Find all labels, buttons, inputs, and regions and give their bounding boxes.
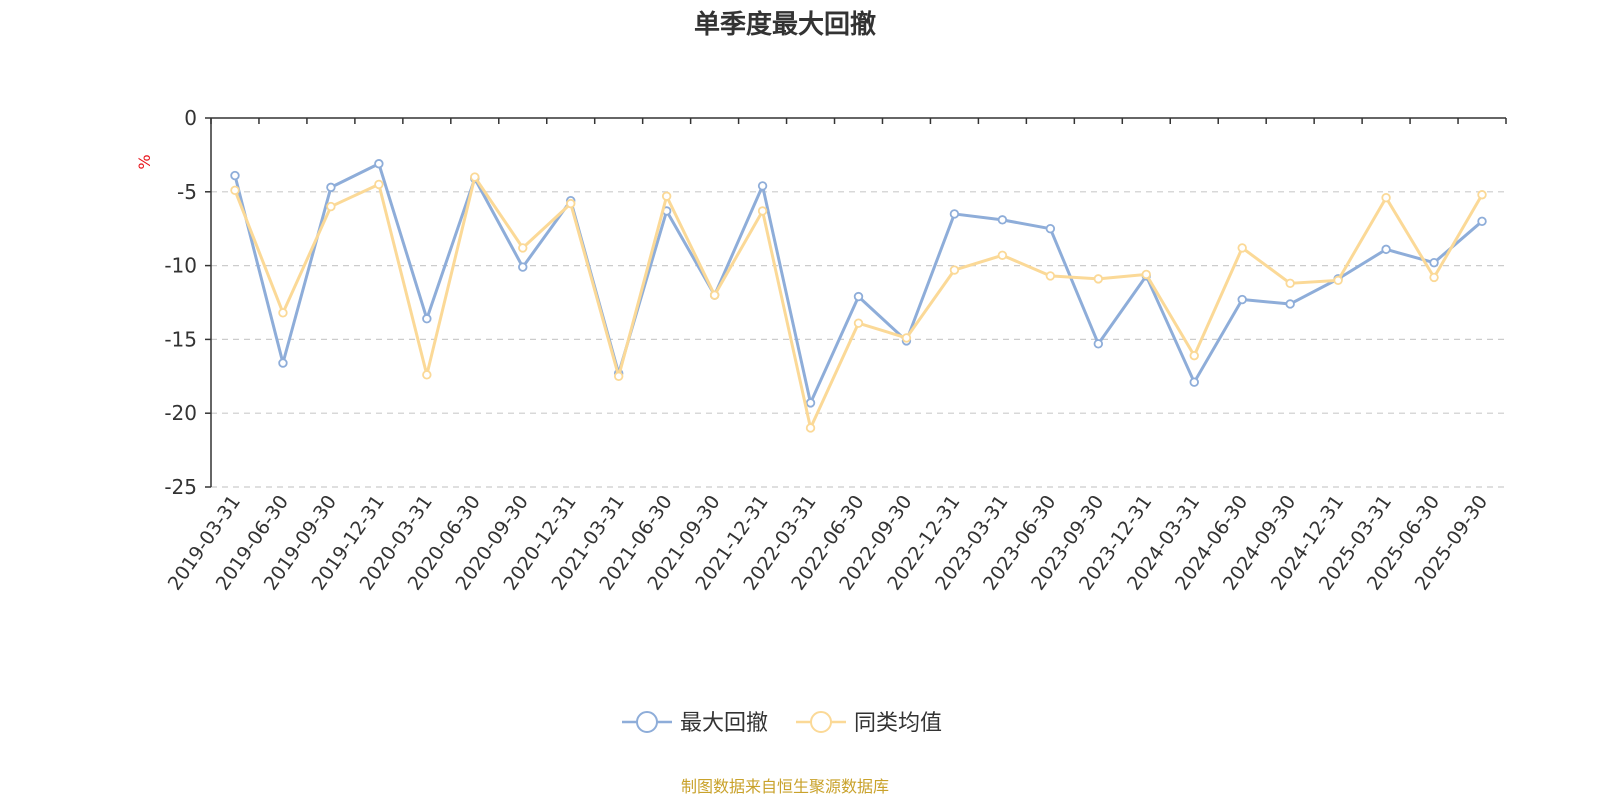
data-point[interactable] — [997, 250, 1008, 260]
y-tick-label: -25 — [164, 475, 197, 499]
data-point[interactable] — [997, 215, 1008, 225]
x-tick-labels: 2019-03-312019-06-302019-09-302019-12-31… — [164, 491, 1492, 594]
data-point[interactable] — [1237, 294, 1247, 305]
axes — [205, 117, 1507, 488]
data-point[interactable] — [422, 370, 432, 380]
y-tick-label: -5 — [177, 180, 197, 204]
data-point[interactable] — [1285, 299, 1295, 309]
chart-title: 单季度最大回撤 — [694, 9, 876, 40]
data-point[interactable] — [326, 201, 336, 212]
y-tick-label: -15 — [164, 327, 197, 351]
legend-marker — [636, 711, 658, 733]
y-tick-label: -10 — [164, 254, 197, 278]
legend-item[interactable]: 同类均值 — [796, 711, 942, 736]
data-point[interactable] — [518, 243, 528, 253]
legend-marker — [810, 711, 832, 733]
data-point[interactable] — [757, 206, 768, 216]
data-point[interactable] — [230, 185, 240, 196]
data-point[interactable] — [326, 182, 336, 193]
data-point[interactable] — [1093, 274, 1104, 284]
data-point[interactable] — [1189, 377, 1199, 387]
data-point[interactable] — [278, 308, 288, 318]
data-point[interactable] — [1429, 272, 1439, 283]
data-point[interactable] — [853, 318, 864, 328]
data-point[interactable] — [805, 423, 816, 433]
data-point[interactable] — [1477, 216, 1487, 227]
data-point[interactable] — [1045, 271, 1056, 281]
data-point[interactable] — [518, 262, 528, 272]
data-point[interactable] — [278, 358, 288, 368]
series-layer — [230, 159, 1487, 433]
data-point[interactable] — [661, 191, 672, 201]
data-point[interactable] — [709, 290, 720, 300]
legend-label: 最大回撤 — [680, 711, 768, 736]
data-point[interactable] — [949, 265, 960, 275]
data-point[interactable] — [374, 159, 384, 169]
data-point[interactable] — [901, 333, 912, 343]
data-point[interactable] — [374, 179, 384, 190]
data-point[interactable] — [1333, 275, 1343, 286]
grid-lines — [211, 191, 1506, 488]
data-point[interactable] — [1093, 339, 1104, 349]
data-point[interactable] — [422, 314, 432, 324]
y-axis-unit: % — [135, 154, 154, 169]
y-tick-labels: 0 -5 -10 -15 -20 -25 — [164, 106, 197, 499]
data-point[interactable] — [1429, 257, 1439, 268]
data-point[interactable] — [1237, 243, 1247, 253]
data-point[interactable] — [470, 172, 480, 182]
data-point[interactable] — [1045, 223, 1056, 234]
data-point[interactable] — [1477, 190, 1487, 200]
data-point[interactable] — [566, 198, 576, 209]
data-point[interactable] — [613, 371, 624, 381]
data-point[interactable] — [1285, 278, 1295, 289]
data-point[interactable] — [230, 170, 240, 181]
series-2 — [230, 172, 1487, 433]
data-point[interactable] — [1141, 269, 1151, 280]
source-note: 制图数据来自恒生聚源数据库 — [681, 777, 889, 796]
data-point[interactable] — [949, 209, 960, 219]
y-tick-label: -20 — [164, 401, 197, 425]
legend-label: 同类均值 — [854, 711, 942, 736]
data-point[interactable] — [1381, 244, 1391, 255]
data-point[interactable] — [757, 181, 768, 191]
legend-item[interactable]: 最大回撤 — [622, 711, 768, 736]
data-point[interactable] — [853, 291, 864, 302]
data-point[interactable] — [805, 398, 816, 408]
y-tick-label: 0 — [184, 106, 197, 130]
data-point[interactable] — [1381, 193, 1391, 203]
data-point[interactable] — [1189, 350, 1199, 361]
legend[interactable]: 最大回撤 同类均值 — [622, 711, 942, 736]
